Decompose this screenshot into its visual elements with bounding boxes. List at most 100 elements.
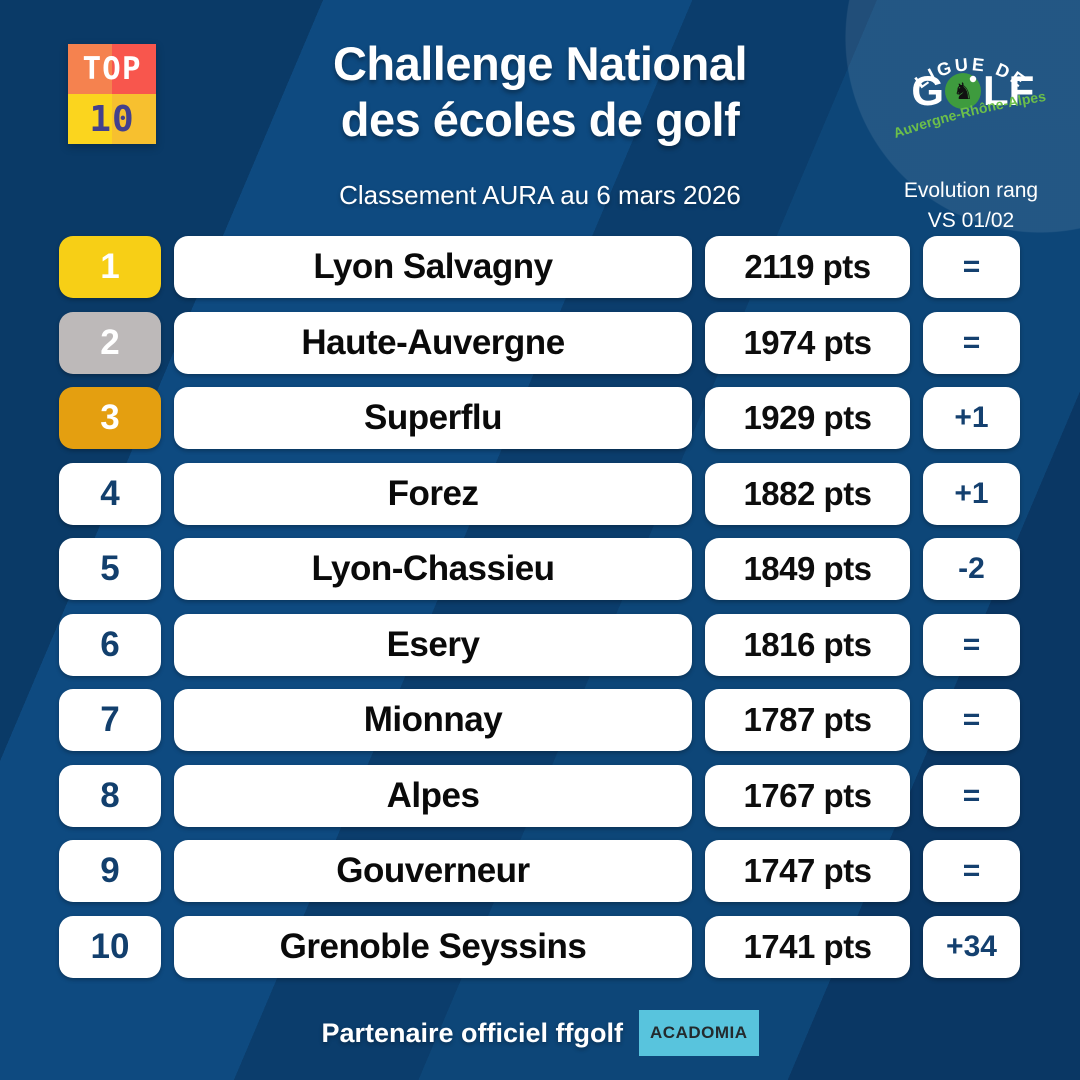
club-name: Grenoble Seyssins bbox=[279, 926, 587, 966]
club-name-box: Esery bbox=[174, 613, 692, 676]
evolution-box: +1 bbox=[923, 462, 1020, 525]
club-name: Lyon-Chassieu bbox=[311, 549, 555, 588]
club-name-box: Lyon-Chassieu bbox=[174, 538, 692, 600]
evolution-box: +34 bbox=[923, 915, 1020, 978]
table-row: 6 Esery 1816 pts = bbox=[59, 613, 1020, 676]
points-box: 1849 pts bbox=[705, 538, 910, 600]
evolution-value: +1 bbox=[954, 401, 989, 434]
club-name: Haute-Auvergne bbox=[301, 322, 565, 362]
points-box: 1816 pts bbox=[705, 613, 910, 676]
evolution-value: +34 bbox=[946, 929, 997, 963]
table-row: 9 Gouverneur 1747 pts = bbox=[59, 840, 1020, 902]
evolution-value: = bbox=[962, 854, 981, 887]
rank-number: 3 bbox=[100, 398, 120, 437]
points-value: 1787 pts bbox=[743, 701, 872, 738]
evolution-box: = bbox=[923, 764, 1020, 827]
evolution-value: = bbox=[962, 250, 981, 283]
club-name-box: Superflu bbox=[174, 387, 692, 449]
points-value: 1974 pts bbox=[743, 323, 872, 361]
club-name: Superflu bbox=[364, 398, 502, 437]
rank-badge: 8 bbox=[59, 764, 161, 827]
club-name-box: Alpes bbox=[174, 764, 692, 827]
club-name-box: Forez bbox=[174, 462, 692, 525]
rank-badge: 6 bbox=[59, 613, 161, 676]
club-name-box: Haute-Auvergne bbox=[174, 311, 692, 374]
evolution-header-line1: Evolution rang bbox=[903, 179, 1039, 202]
points-value: 1816 pts bbox=[743, 625, 872, 663]
evolution-value: -2 bbox=[958, 552, 985, 585]
evolution-box: +1 bbox=[923, 387, 1020, 449]
table-row: 5 Lyon-Chassieu 1849 pts -2 bbox=[59, 538, 1020, 600]
evolution-box: = bbox=[923, 236, 1020, 298]
club-name: Gouverneur bbox=[336, 851, 530, 890]
rank-badge: 9 bbox=[59, 840, 161, 902]
ligue-de-golf-logo: LIGUE DE G ♞ LF Auvergne-Rhône-Alpes bbox=[891, 54, 1047, 141]
points-box: 1741 pts bbox=[705, 915, 910, 978]
golf-ball-dot bbox=[969, 75, 977, 83]
rank-number: 7 bbox=[100, 700, 120, 739]
table-row: 7 Mionnay 1787 pts = bbox=[59, 689, 1020, 751]
top10-badge-bottom: 10 bbox=[68, 94, 156, 144]
rank-badge: 5 bbox=[59, 538, 161, 600]
footer: Partenaire officiel ffgolf ACADOMIA bbox=[0, 1003, 1080, 1063]
rank-badge: 4 bbox=[59, 462, 161, 525]
top10-badge-top: TOP bbox=[68, 44, 156, 94]
club-name: Lyon Salvagny bbox=[313, 247, 553, 286]
points-box: 1787 pts bbox=[705, 689, 910, 751]
table-row: 10 Grenoble Seyssins 1741 pts +34 bbox=[59, 915, 1020, 978]
rank-number: 6 bbox=[100, 624, 120, 664]
points-box: 1767 pts bbox=[705, 764, 910, 827]
evolution-box: = bbox=[923, 840, 1020, 902]
rank-badge: 3 bbox=[59, 387, 161, 449]
evolution-header-line2: VS 01/02 bbox=[927, 209, 1015, 232]
page-title-line1: Challenge National bbox=[332, 37, 748, 90]
table-row: 8 Alpes 1767 pts = bbox=[59, 764, 1020, 827]
table-row: 1 Lyon Salvagny 2119 pts = bbox=[59, 236, 1020, 298]
rank-number: 2 bbox=[100, 322, 120, 362]
top10-badge: TOP 10 bbox=[68, 44, 156, 144]
svg-text:G: G bbox=[911, 67, 944, 114]
points-box: 1929 pts bbox=[705, 387, 910, 449]
club-name: Esery bbox=[386, 624, 480, 664]
svg-text:LF: LF bbox=[983, 67, 1034, 114]
evolution-value: = bbox=[962, 778, 981, 812]
evolution-box: -2 bbox=[923, 538, 1020, 600]
club-name-box: Mionnay bbox=[174, 689, 692, 751]
rank-number: 8 bbox=[100, 775, 120, 815]
points-value: 2119 pts bbox=[744, 248, 871, 285]
club-name: Mionnay bbox=[363, 700, 503, 739]
points-value: 1747 pts bbox=[743, 852, 872, 889]
page-subtitle: Classement AURA au 6 mars 2026 bbox=[339, 180, 741, 210]
ranking-table: 1 Lyon Salvagny 2119 pts = 2 Haute-Auver… bbox=[59, 236, 1020, 978]
evolution-value: = bbox=[962, 703, 981, 736]
points-value: 1882 pts bbox=[743, 474, 872, 512]
lion-icon: ♞ bbox=[953, 79, 974, 105]
rank-number: 5 bbox=[100, 549, 120, 588]
club-name-box: Gouverneur bbox=[174, 840, 692, 902]
acadomia-logo: ACADOMIA bbox=[639, 1010, 759, 1056]
page-title-line2: des écoles de golf bbox=[340, 93, 740, 146]
evolution-value: = bbox=[962, 325, 981, 359]
points-box: 1747 pts bbox=[705, 840, 910, 902]
evolution-value: +1 bbox=[954, 476, 989, 510]
evolution-box: = bbox=[923, 613, 1020, 676]
evolution-box: = bbox=[923, 689, 1020, 751]
rank-number: 1 bbox=[100, 247, 120, 286]
points-box: 1974 pts bbox=[705, 311, 910, 374]
points-box: 2119 pts bbox=[705, 236, 910, 298]
rank-number: 10 bbox=[90, 926, 130, 966]
points-box: 1882 pts bbox=[705, 462, 910, 525]
page-title: Challenge National des écoles de golf bbox=[0, 36, 1080, 148]
rank-badge: 7 bbox=[59, 689, 161, 751]
rank-badge: 2 bbox=[59, 311, 161, 374]
rank-number: 9 bbox=[100, 851, 120, 890]
points-value: 1849 pts bbox=[743, 550, 872, 587]
rank-badge: 10 bbox=[59, 915, 161, 978]
evolution-column-header: Evolution rang VS 01/02 bbox=[880, 176, 1062, 236]
club-name: Alpes bbox=[386, 775, 480, 815]
evolution-box: = bbox=[923, 311, 1020, 374]
club-name: Forez bbox=[387, 473, 479, 513]
rank-badge: 1 bbox=[59, 236, 161, 298]
points-value: 1741 pts bbox=[743, 927, 872, 965]
